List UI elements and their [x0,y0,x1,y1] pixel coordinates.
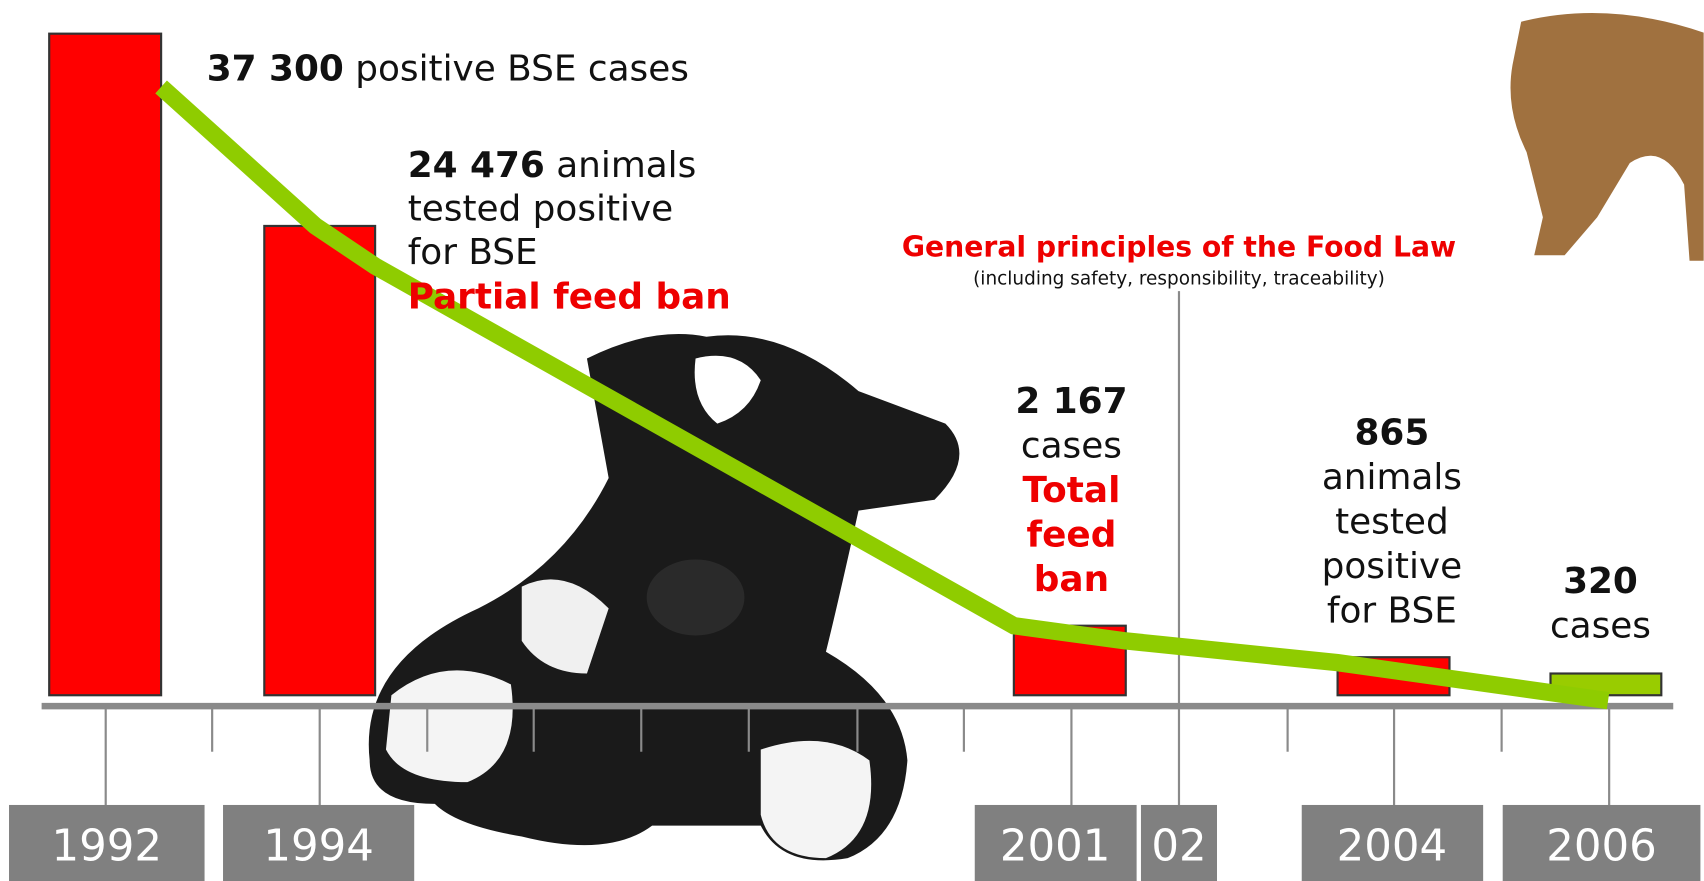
caption: tested positive [408,189,674,230]
year-label: 2001 [1000,821,1111,871]
black-calf [368,334,960,861]
caption: animals [556,145,696,186]
caption: for BSE [408,232,538,273]
brown-calf [1510,13,1704,261]
caption: positive [1322,546,1463,587]
year-label: 1994 [263,821,374,871]
figure: 37 300 [207,48,344,89]
milestone-subtitle: (including safety, responsibility, trace… [973,269,1385,290]
caption: tested [1335,501,1449,542]
annotation: 24 476 animals [408,145,697,186]
ticks [104,291,1611,805]
year-label: 2006 [1546,821,1657,871]
figure: 2 167 [1015,381,1127,422]
year-boxes [9,804,1701,881]
figure: 24 476 [408,145,545,186]
caption: cases [1021,425,1122,466]
measure: Total [1022,470,1120,511]
caption: animals [1322,457,1462,498]
figure: 865 [1354,412,1429,453]
caption: positive BSE cases [355,48,689,89]
measure: ban [1034,559,1109,600]
year-label: 2004 [1337,821,1448,871]
milestone-title: General principles of the Food Law [902,230,1456,263]
figure: 320 [1563,561,1638,602]
measure: Partial feed ban [408,277,731,318]
bars [48,32,1663,697]
caption: for BSE [1327,590,1457,631]
annotation: 37 300 positive BSE cases [207,48,689,89]
measure: feed [1027,514,1117,555]
trend-line [155,80,1610,710]
year-label: 1992 [52,821,163,871]
year-label: 02 [1151,821,1206,871]
caption: cases [1550,606,1651,647]
